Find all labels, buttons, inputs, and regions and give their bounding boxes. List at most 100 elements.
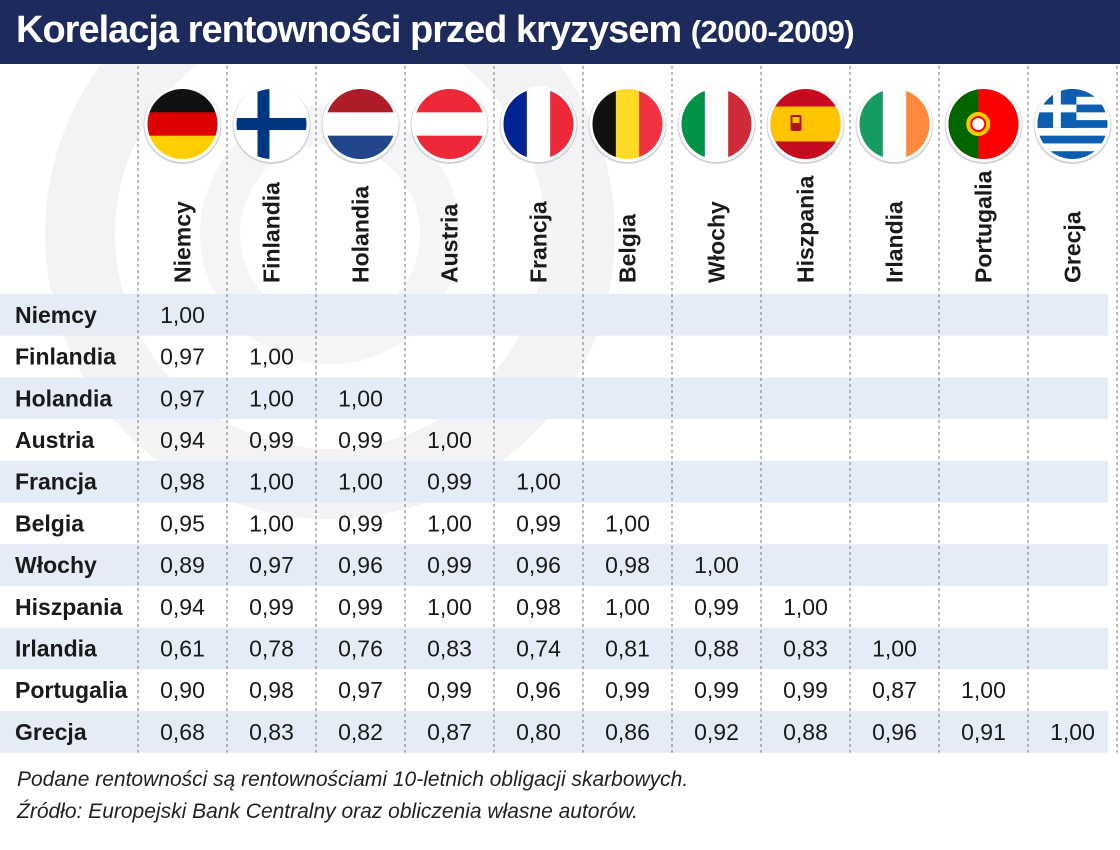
correlation-value: 0,88 (694, 635, 739, 661)
correlation-value: 1,00 (872, 635, 917, 661)
column-label: Irlandia (882, 201, 908, 283)
correlation-value: 1,00 (1050, 719, 1095, 745)
italy-flag-icon (677, 86, 756, 164)
correlation-value: 0,96 (516, 552, 561, 578)
correlation-value: 0,81 (605, 635, 650, 661)
correlation-value: 1,00 (427, 594, 472, 620)
row-label: Grecja (15, 719, 87, 745)
row-band (0, 627, 1108, 670)
germany-flag-icon (143, 86, 222, 164)
correlation-value: 1,00 (961, 677, 1006, 703)
correlation-value: 0,78 (249, 635, 294, 661)
correlation-value: 1,00 (427, 510, 472, 536)
correlation-value: 0,94 (160, 427, 205, 453)
correlation-value: 0,99 (338, 594, 383, 620)
correlation-value: 1,00 (338, 469, 383, 495)
correlation-value: 1,00 (783, 594, 828, 620)
row-band (0, 377, 1108, 420)
row-label: Finlandia (15, 344, 116, 370)
correlation-value: 0,95 (160, 510, 205, 536)
correlation-value: 0,83 (427, 635, 472, 661)
column-label: Grecja (1060, 211, 1086, 283)
correlation-value: 0,83 (249, 719, 294, 745)
correlation-value: 0,98 (249, 677, 294, 703)
correlation-value: 1,00 (338, 385, 383, 411)
correlation-value: 0,68 (160, 719, 205, 745)
correlation-value: 0,99 (427, 677, 472, 703)
correlation-value: 0,76 (338, 635, 383, 661)
correlation-value: 0,87 (872, 677, 917, 703)
correlation-value: 0,96 (872, 719, 917, 745)
correlation-value: 0,99 (427, 469, 472, 495)
correlation-value: 0,90 (160, 677, 205, 703)
portugal-flag-icon (944, 86, 1023, 164)
france-flag-icon (499, 86, 578, 164)
row-label: Belgia (15, 510, 84, 536)
correlation-value: 0,91 (961, 719, 1006, 745)
correlation-value: 1,00 (694, 552, 739, 578)
correlation-value: 1,00 (249, 510, 294, 536)
correlation-value: 1,00 (427, 427, 472, 453)
row-band (0, 544, 1108, 586)
spain-flag-icon (766, 86, 845, 164)
row-label: Irlandia (15, 635, 97, 661)
row-band (0, 294, 1108, 336)
row-label: Francja (15, 469, 97, 495)
greece-flag-icon (1033, 86, 1112, 164)
row-band (0, 460, 1108, 503)
column-label: Austria (437, 204, 463, 283)
column-label: Finlandia (259, 182, 285, 283)
chart-title-main: Korelacja rentowności przed kryzysem (16, 9, 682, 51)
correlation-value: 0,99 (516, 510, 561, 536)
row-label: Włochy (15, 552, 97, 578)
austria-flag-icon (410, 86, 489, 164)
correlation-value: 1,00 (516, 469, 561, 495)
correlation-value: 0,97 (338, 677, 383, 703)
column-label: Portugalia (971, 170, 997, 283)
row-label: Holandia (15, 385, 112, 411)
correlation-value: 0,98 (160, 469, 205, 495)
column-label: Holandia (348, 186, 374, 283)
correlation-value: 0,82 (338, 719, 383, 745)
row-label: Austria (15, 427, 94, 453)
belgium-flag-icon (588, 86, 667, 164)
correlation-value: 0,96 (338, 552, 383, 578)
correlation-value: 1,00 (160, 302, 205, 328)
correlation-value: 0,86 (605, 719, 650, 745)
netherlands-flag-icon (321, 86, 400, 164)
correlation-value: 0,98 (516, 594, 561, 620)
correlation-value: 0,97 (160, 344, 205, 370)
correlation-value: 0,61 (160, 635, 205, 661)
column-label: Francja (526, 201, 552, 283)
correlation-value: 0,88 (783, 719, 828, 745)
correlation-value: 1,00 (249, 344, 294, 370)
correlation-value: 0,99 (694, 594, 739, 620)
correlation-value: 0,99 (338, 427, 383, 453)
correlation-value: 0,97 (249, 552, 294, 578)
chart-title: Korelacja rentowności przed kryzysem (20… (16, 9, 855, 52)
correlation-value: 0,99 (694, 677, 739, 703)
correlation-value: 0,96 (516, 677, 561, 703)
column-label: Belgia (615, 214, 641, 283)
correlation-value: 1,00 (605, 594, 650, 620)
correlation-value: 0,74 (516, 635, 561, 661)
row-label: Hiszpania (15, 594, 123, 620)
correlation-value: 1,00 (249, 385, 294, 411)
correlation-value: 0,99 (249, 594, 294, 620)
footnote-source: Źródło: Europejski Bank Centralny oraz o… (17, 800, 638, 823)
finland-flag-icon (232, 86, 311, 164)
correlation-value: 0,99 (605, 677, 650, 703)
correlation-value: 0,92 (694, 719, 739, 745)
row-label: Portugalia (15, 677, 128, 703)
column-label: Niemcy (170, 201, 196, 283)
column-label: Hiszpania (793, 175, 819, 283)
header-bar: Korelacja rentowności przed kryzysem (20… (0, 0, 1120, 64)
correlation-value: 0,99 (783, 677, 828, 703)
correlation-value: 1,00 (249, 469, 294, 495)
correlation-value: 0,97 (160, 385, 205, 411)
correlation-value: 0,99 (427, 552, 472, 578)
row-band (0, 711, 1108, 753)
correlation-value: 0,94 (160, 594, 205, 620)
correlation-value: 0,99 (338, 510, 383, 536)
